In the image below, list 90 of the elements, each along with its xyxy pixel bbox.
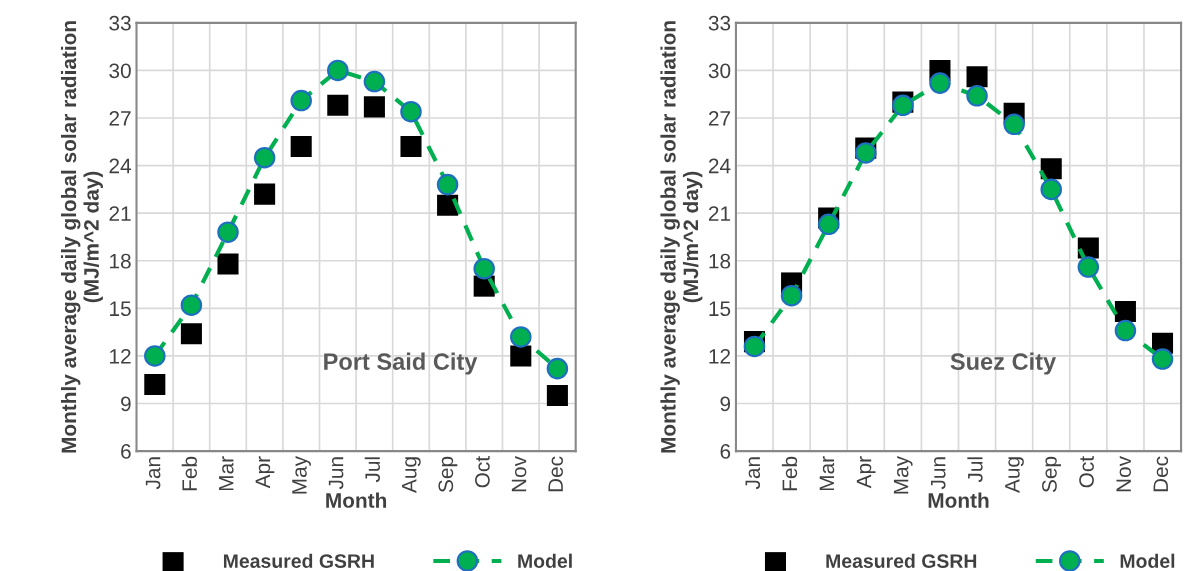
point (436, 173, 459, 196)
point (1040, 158, 1062, 180)
point (817, 213, 840, 236)
point (144, 373, 166, 396)
point (253, 146, 276, 169)
point (254, 183, 276, 205)
y-tick-label: 24 (708, 158, 731, 174)
y-tick-label: 21 (708, 206, 731, 221)
y-tick-label: 9 (121, 396, 131, 412)
y-tick-label: 6 (121, 444, 131, 459)
point (510, 326, 532, 348)
x-tick-label: Dec (548, 456, 563, 492)
x-tick-label: Jan (145, 457, 161, 490)
x-tick-label: Oct (475, 456, 490, 488)
y-axis-title: Monthly average daily global solar radiation (MJ/m^2 day) (660, 21, 703, 453)
legend-label: Model (1120, 553, 1175, 568)
annotation: Port Said City (324, 352, 478, 375)
x-tick-label: Jun (328, 457, 344, 490)
x-axis-title: Month (326, 492, 387, 508)
point (1151, 348, 1174, 370)
legend-label: Measured GSRH (223, 553, 374, 568)
x-tick-label: Dec (1153, 456, 1169, 492)
y-tick-label: 15 (110, 301, 131, 317)
point (546, 357, 569, 380)
legend-label: Measured GSRH (826, 553, 977, 568)
point (1077, 256, 1100, 278)
x-tick-label: Feb (781, 456, 798, 491)
annotation: Suez City (950, 352, 1057, 375)
x-tick-label: Nov (1116, 456, 1132, 492)
x-tick-label: Nov (511, 456, 527, 492)
y-tick-label: 30 (708, 63, 731, 79)
y-tick-label: 18 (110, 253, 131, 269)
point (929, 72, 951, 94)
x-tick-label: Sep (1042, 456, 1061, 493)
x-tick-label: Mar (219, 456, 234, 491)
point (180, 323, 202, 345)
point (400, 136, 422, 158)
x-tick-label: May (893, 455, 913, 494)
point (1040, 178, 1062, 201)
x-axis-title: Month (928, 492, 989, 508)
y-tick-label: 24 (109, 158, 132, 174)
x-tick-label: Sep (438, 456, 458, 493)
y-tick-label: 27 (109, 111, 131, 126)
x-tick-label: Feb (181, 456, 197, 491)
y-tick-label: 6 (720, 444, 731, 459)
point (290, 136, 312, 158)
x-tick-label: Jul (967, 457, 983, 483)
point (144, 345, 166, 367)
point (327, 94, 349, 116)
y-axis-title: Monthly average daily global solar radiation (MJ/m^2 day) (60, 21, 103, 453)
point (1003, 113, 1025, 136)
y-tick-label: 12 (709, 348, 731, 364)
point (217, 253, 239, 275)
point (743, 335, 766, 358)
point (966, 85, 988, 107)
x-tick-label: Aug (402, 457, 421, 493)
point (363, 70, 386, 93)
legend-label: Model (518, 553, 572, 568)
point (327, 59, 349, 82)
x-tick-label: Oct (1079, 456, 1094, 488)
y-tick-label: 33 (708, 15, 731, 31)
x-tick-label: Jun (931, 457, 946, 490)
y-tick-label: 9 (720, 396, 731, 412)
x-tick-label: Apr (856, 456, 876, 489)
x-tick-label: Jan (745, 457, 761, 490)
y-tick-label: 18 (709, 253, 731, 269)
point (290, 89, 312, 112)
x-tick-label: Apr (255, 456, 275, 489)
y-tick-label: 15 (709, 301, 731, 317)
point (780, 284, 803, 307)
y-tick-label: 33 (109, 15, 131, 31)
point (546, 385, 568, 407)
point (855, 142, 877, 164)
y-tick-label: 12 (110, 348, 131, 364)
point (400, 100, 422, 123)
x-tick-label: Jul (364, 457, 380, 483)
x-tick-label: May (292, 455, 311, 494)
x-tick-label: Mar (819, 456, 835, 491)
y-tick-label: 21 (109, 206, 131, 221)
point (473, 257, 495, 280)
point (1114, 300, 1136, 323)
point (1114, 319, 1137, 342)
point (510, 345, 532, 367)
y-tick-label: 30 (109, 63, 131, 79)
y-tick-label: 27 (708, 111, 731, 126)
point (180, 294, 203, 316)
point (217, 221, 239, 243)
point (363, 96, 385, 118)
x-tick-label: Aug (1005, 457, 1024, 493)
point (966, 66, 988, 88)
